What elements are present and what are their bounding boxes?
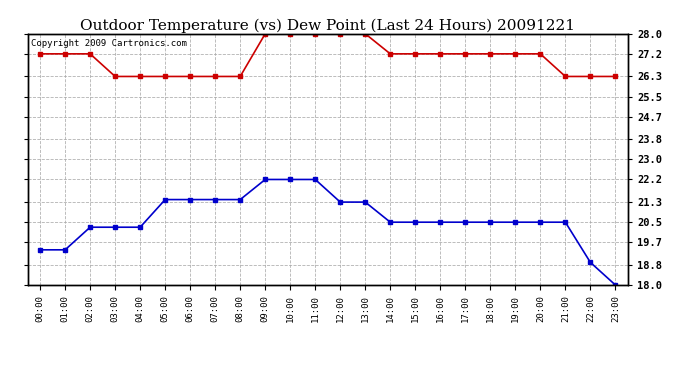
Title: Outdoor Temperature (vs) Dew Point (Last 24 Hours) 20091221: Outdoor Temperature (vs) Dew Point (Last… bbox=[80, 18, 575, 33]
Text: Copyright 2009 Cartronics.com: Copyright 2009 Cartronics.com bbox=[30, 39, 186, 48]
